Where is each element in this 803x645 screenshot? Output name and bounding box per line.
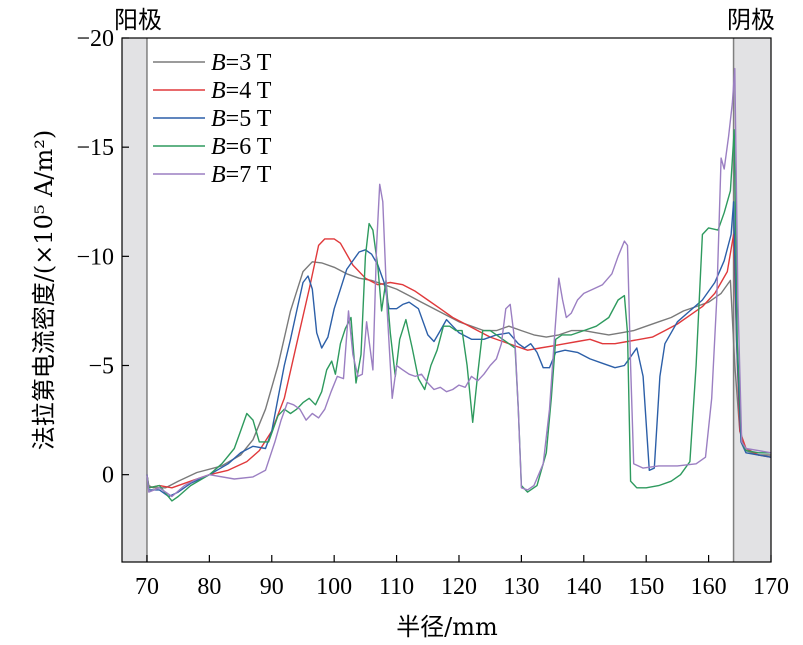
legend-entry: B=5 T	[211, 106, 272, 132]
series-line	[146, 261, 771, 489]
legend-entry: B=7 T	[211, 162, 272, 188]
electrode-zones: 阳极 阴极	[114, 6, 775, 562]
series-line	[146, 67, 772, 498]
x-tick-label: 130	[503, 574, 539, 600]
x-tick-label: 70	[135, 574, 159, 600]
y-tick-label: −15	[76, 135, 114, 161]
plot-frame	[121, 37, 772, 563]
electrode-zone	[733, 38, 771, 562]
x-tick-label: 120	[441, 574, 477, 600]
plot-area	[146, 67, 772, 502]
axes: 70 80 90 100 110 120 130 140 150 160 170 −20 −15 −10 −…	[76, 26, 789, 600]
x-tick-label: 90	[260, 574, 284, 600]
y-tick-label: 0	[102, 463, 114, 489]
legend: B=3 TB=4 TB=5 TB=6 TB=7 T	[153, 50, 272, 188]
legend-entry: B=6 T	[211, 134, 272, 160]
legend-entry: B=3 T	[211, 50, 272, 76]
x-tick-label: 140	[566, 574, 602, 600]
y-axis-title: 法拉第电流密度/(×10⁵ A/m²)	[30, 130, 58, 451]
x-tick-label: 170	[753, 574, 789, 600]
electrode-zone	[122, 38, 147, 562]
x-tick-label: 100	[316, 574, 352, 600]
x-tick-label: 80	[197, 574, 221, 600]
x-axis-title: 半径/mm	[396, 613, 498, 641]
series-line	[146, 233, 772, 489]
x-tick-label: 160	[691, 574, 727, 600]
series-line	[146, 201, 772, 498]
electrode-label: 阳极	[114, 6, 162, 34]
y-tick-label: −20	[76, 26, 114, 52]
x-tick-label: 110	[379, 574, 414, 600]
electrode-label: 阴极	[727, 6, 775, 34]
y-tick-label: −5	[88, 354, 114, 380]
y-tick-label: −10	[76, 244, 114, 270]
legend-entry: B=4 T	[211, 78, 272, 104]
x-tick-label: 150	[628, 574, 664, 600]
